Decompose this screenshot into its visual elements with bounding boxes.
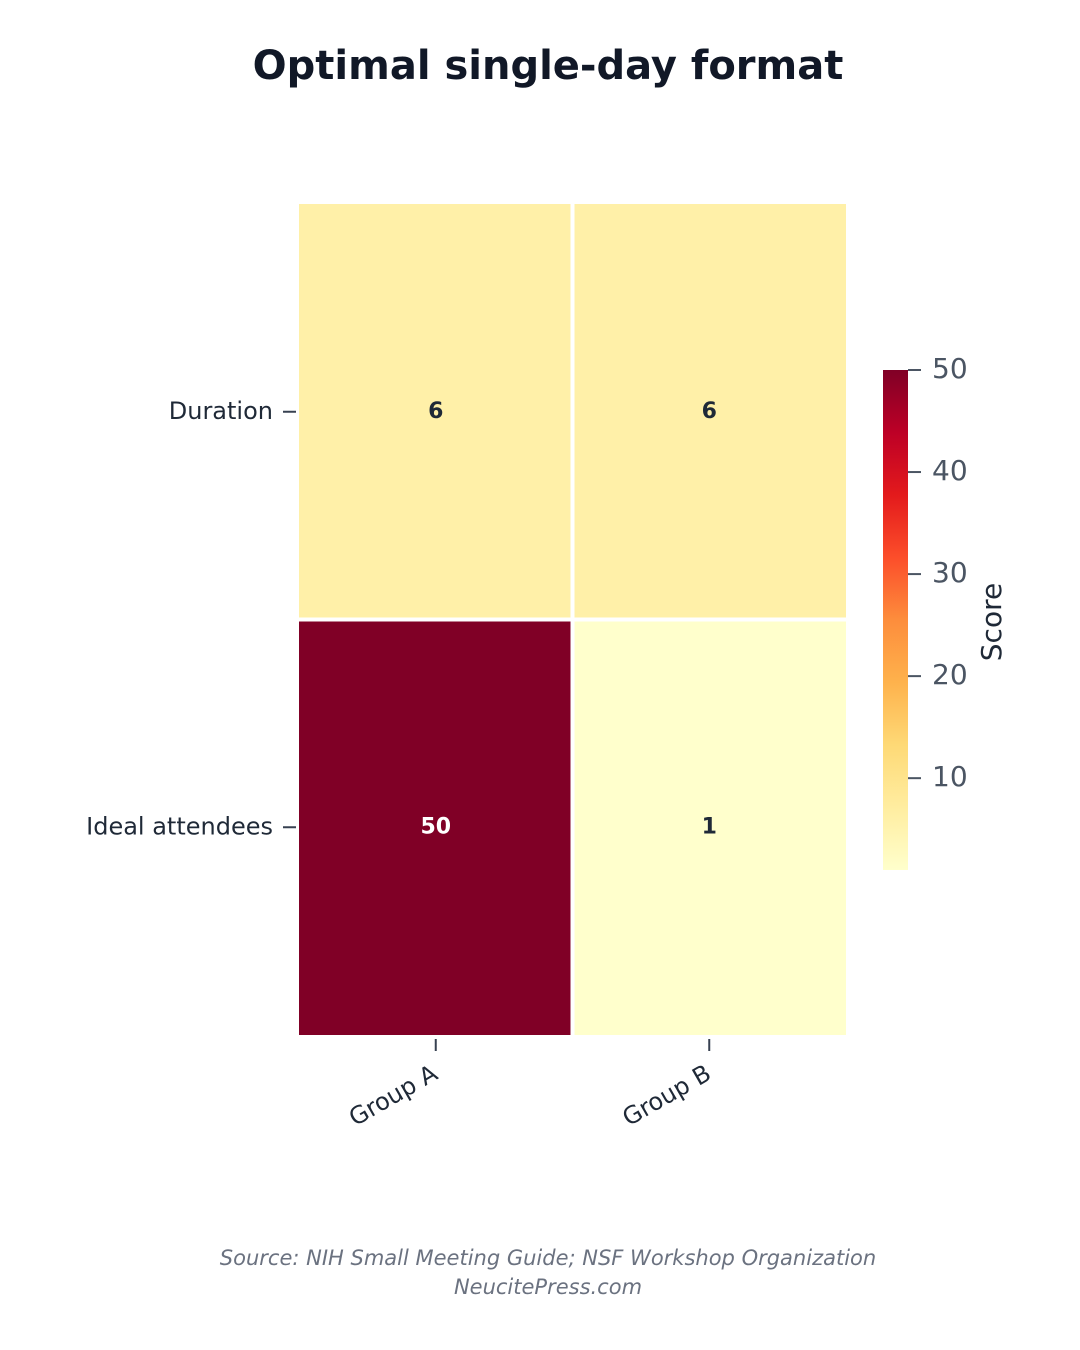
- cell-label: 6: [702, 399, 717, 424]
- y-tick-label: Duration: [169, 397, 273, 425]
- heatmap-cell: [299, 204, 571, 618]
- colorbar-tick-label: 30: [932, 556, 968, 589]
- colorbar-tick-label: 20: [932, 658, 968, 691]
- source: Source: NIH Small Meeting Guide; NSF Wor…: [220, 1246, 876, 1270]
- colorbar-tick-label: 50: [932, 352, 968, 385]
- y-tick-label: Ideal attendees: [86, 812, 273, 840]
- colorbar-title: Score: [975, 583, 1008, 661]
- colorbar-tick-label: 10: [932, 760, 968, 793]
- cell-label: 6: [428, 399, 443, 424]
- chart-title: Optimal single-day format: [253, 43, 844, 89]
- colorbar-tick-label: 40: [932, 454, 968, 487]
- heatmap-cell: [574, 621, 846, 1035]
- cell-label: 1: [702, 814, 717, 839]
- heatmap-cell: [299, 621, 571, 1035]
- colorbar: [883, 370, 908, 870]
- footer: NeucitePress.com: [454, 1275, 642, 1299]
- cell-label: 50: [420, 814, 451, 839]
- heatmap-cell: [574, 204, 846, 618]
